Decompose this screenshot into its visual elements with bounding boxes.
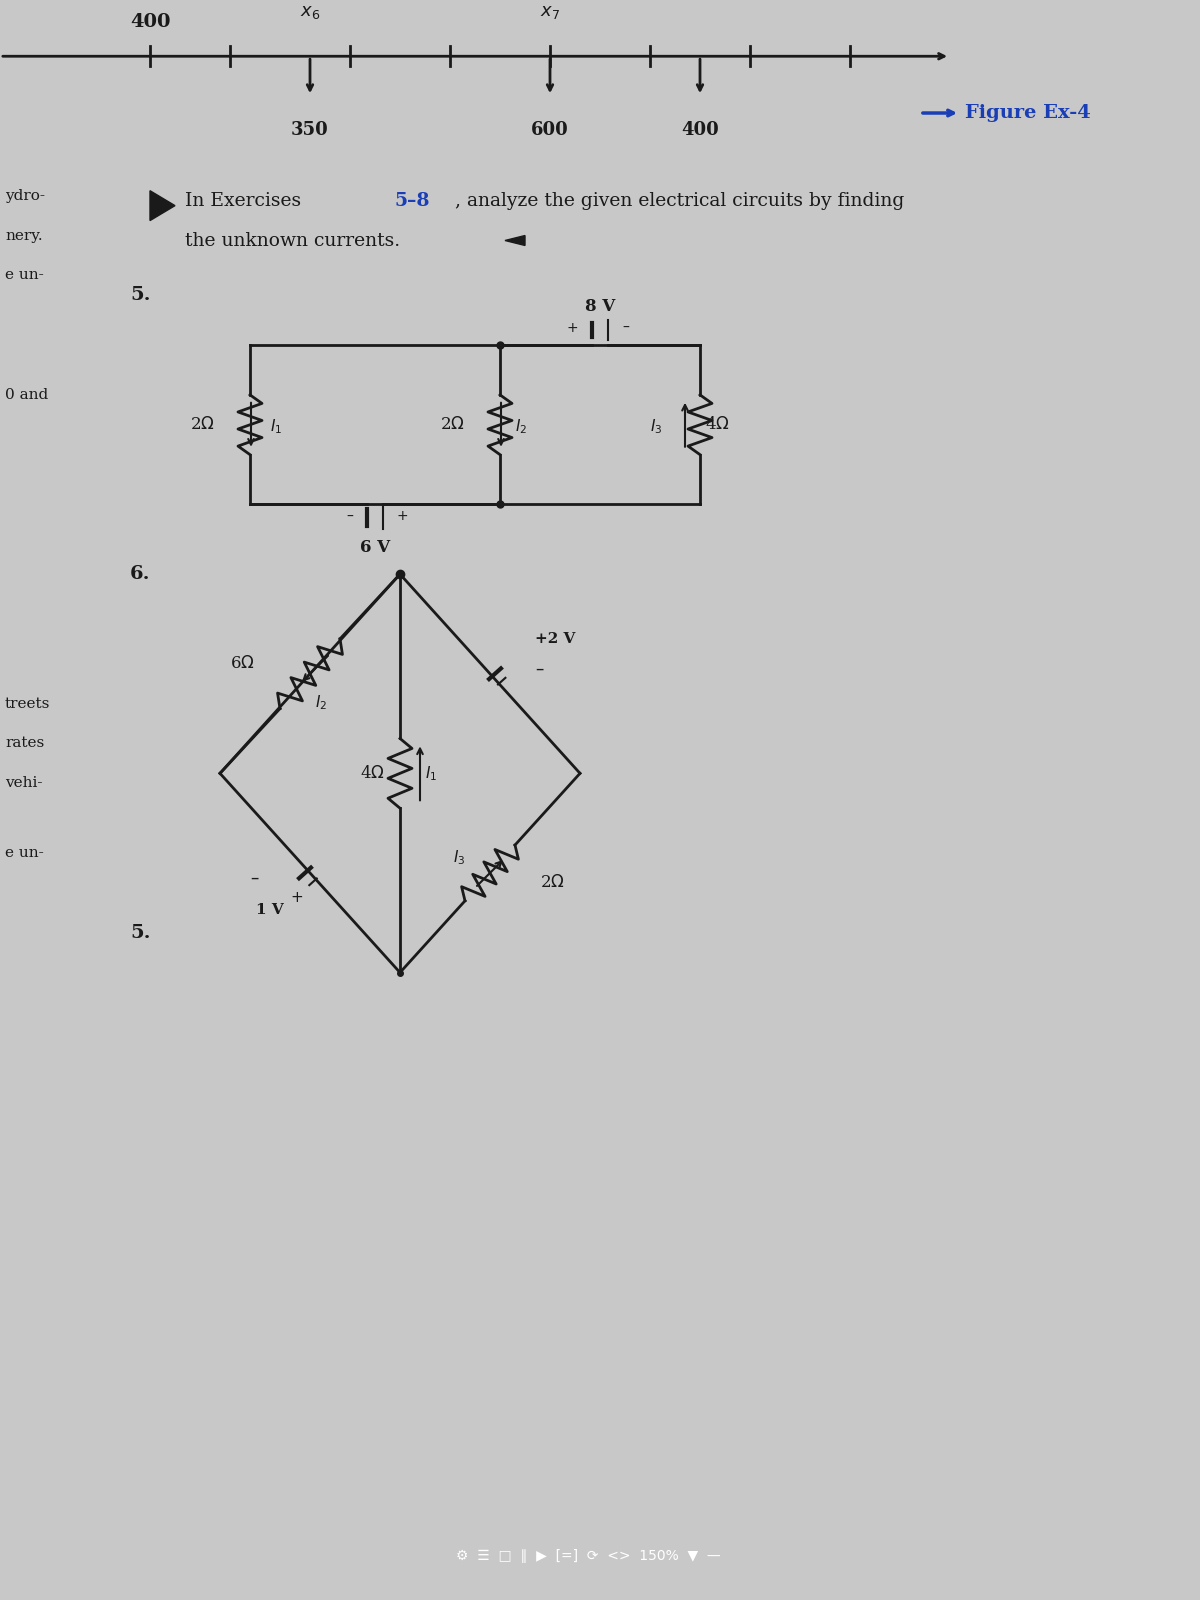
Text: $x_6$: $x_6$ — [300, 3, 320, 21]
Text: rates: rates — [5, 736, 44, 750]
Text: 350: 350 — [292, 122, 329, 139]
Text: 4$\Omega$: 4$\Omega$ — [706, 416, 730, 434]
Text: 1 V: 1 V — [256, 902, 284, 917]
Text: vehi-: vehi- — [5, 776, 42, 790]
Text: 2$\Omega$: 2$\Omega$ — [540, 875, 565, 891]
Text: $I_3$: $I_3$ — [650, 418, 662, 437]
Text: 8 V: 8 V — [584, 298, 616, 315]
Text: $I_3$: $I_3$ — [452, 848, 466, 867]
Text: +: + — [397, 509, 409, 523]
Text: 2$\Omega$: 2$\Omega$ — [440, 416, 466, 434]
Text: +: + — [566, 322, 578, 334]
Polygon shape — [505, 235, 526, 245]
Text: Figure Ex-4: Figure Ex-4 — [965, 104, 1091, 122]
Text: In Exercises: In Exercises — [185, 192, 307, 210]
Text: 6 V: 6 V — [360, 539, 390, 557]
Polygon shape — [150, 190, 175, 221]
Text: 5.: 5. — [130, 923, 150, 942]
Text: 5.: 5. — [130, 286, 150, 304]
Text: +2 V: +2 V — [535, 632, 575, 646]
Text: 0 and: 0 and — [5, 387, 48, 402]
Text: nery.: nery. — [5, 229, 43, 243]
Text: e un-: e un- — [5, 846, 43, 861]
Text: –: – — [250, 869, 258, 886]
Text: treets: treets — [5, 696, 50, 710]
Text: 4$\Omega$: 4$\Omega$ — [360, 765, 385, 782]
Text: 400: 400 — [682, 122, 719, 139]
Text: the unknown currents.: the unknown currents. — [185, 232, 400, 250]
Text: 6.: 6. — [130, 565, 150, 582]
Text: 5–8: 5–8 — [395, 192, 431, 210]
Text: 2$\Omega$: 2$\Omega$ — [191, 416, 215, 434]
Text: $I_1$: $I_1$ — [270, 418, 282, 437]
Text: 6$\Omega$: 6$\Omega$ — [230, 656, 254, 672]
Text: $I_1$: $I_1$ — [425, 763, 437, 782]
Text: e un-: e un- — [5, 269, 43, 282]
Text: +: + — [290, 890, 302, 906]
Text: ⚙  ☰  □  ∥  ▶  [=]  ⟳  <>  150%  ▼  —: ⚙ ☰ □ ∥ ▶ [=] ⟳ <> 150% ▼ — — [456, 1549, 721, 1563]
Text: –: – — [622, 322, 629, 334]
Text: ydro-: ydro- — [5, 189, 46, 203]
Text: –: – — [535, 659, 544, 678]
Text: 400: 400 — [130, 13, 170, 32]
Text: , analyze the given electrical circuits by finding: , analyze the given electrical circuits … — [455, 192, 905, 210]
Text: –: – — [346, 509, 353, 523]
Text: $I_2$: $I_2$ — [314, 694, 328, 712]
Text: 600: 600 — [532, 122, 569, 139]
Text: $I_2$: $I_2$ — [515, 418, 527, 437]
Text: $x_7$: $x_7$ — [540, 3, 560, 21]
